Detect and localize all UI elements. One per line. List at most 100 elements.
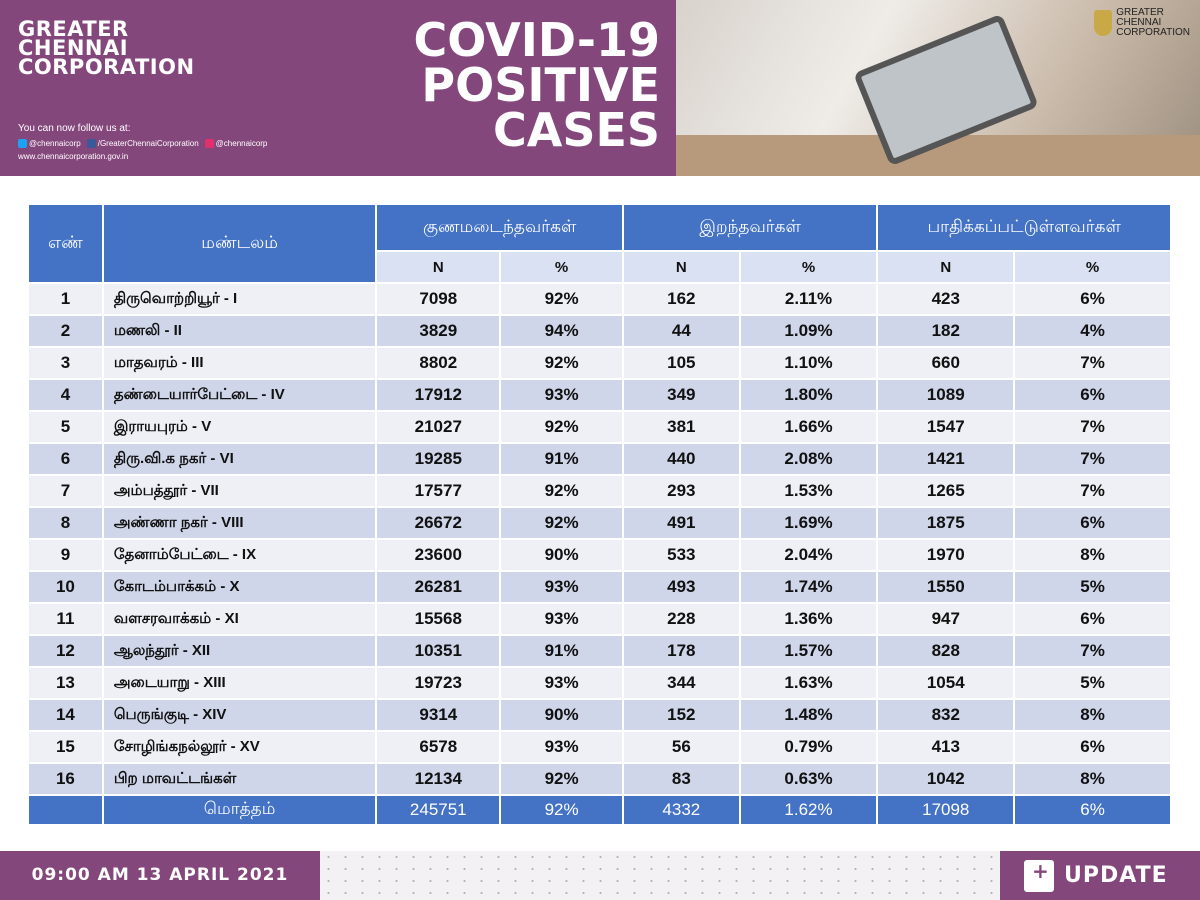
cell-active-n: 1547	[876, 410, 1016, 444]
cell-recovered-n: 9314	[375, 698, 502, 732]
cell-sno: 16	[27, 762, 104, 796]
cell-active-pct: 6%	[1013, 282, 1172, 316]
update-label: UPDATE	[1064, 863, 1168, 888]
cell-sno: 15	[27, 730, 104, 764]
cell-deaths-pct: 2.04%	[738, 538, 879, 572]
cell-deaths-pct: 1.36%	[738, 602, 879, 636]
cell-deaths-n: 105	[621, 346, 741, 380]
cell-active-n: 660	[876, 346, 1016, 380]
header-active: பாதிக்கப்பட்டுள்ளவர்கள்	[876, 203, 1172, 252]
total-recovered-pct: 92%	[499, 794, 624, 826]
cell-recovered-n: 15568	[375, 602, 502, 636]
cell-deaths-pct: 1.80%	[738, 378, 879, 412]
cell-sno: 9	[27, 538, 104, 572]
subheader-n: N	[375, 250, 502, 284]
table-row: 3 மாதவரம் - III 8802 92% 105 1.10% 660 7%	[27, 346, 1172, 380]
cell-recovered-pct: 93%	[499, 666, 624, 700]
cell-active-n: 828	[876, 634, 1016, 668]
total-zone: மொத்தம்	[101, 794, 378, 826]
subheader-pct: %	[1013, 250, 1172, 284]
cell-recovered-n: 7098	[375, 282, 502, 316]
cell-zone: அம்பத்தூர் - VII	[101, 474, 378, 508]
cell-active-n: 423	[876, 282, 1016, 316]
cell-deaths-pct: 1.53%	[738, 474, 879, 508]
table-row: 11 வளசரவாக்கம் - XI 15568 93% 228 1.36% 947 6%	[27, 602, 1172, 636]
cell-deaths-n: 83	[621, 762, 741, 796]
header-zone: மண்டலம்	[101, 203, 378, 284]
cell-recovered-pct: 92%	[499, 282, 624, 316]
page-title: COVID-19 POSITIVE CASES	[413, 13, 661, 157]
cell-zone: திரு.வி.க நகர் - VI	[101, 442, 378, 476]
cell-deaths-pct: 2.08%	[738, 442, 879, 476]
cell-active-pct: 4%	[1013, 314, 1172, 348]
cell-active-pct: 5%	[1013, 570, 1172, 604]
cell-recovered-pct: 92%	[499, 346, 624, 380]
cell-sno: 8	[27, 506, 104, 540]
table-row: 14 பெருங்குடி - XIV 9314 90% 152 1.48% 832 8%	[27, 698, 1172, 732]
cell-recovered-pct: 92%	[499, 410, 624, 444]
cell-active-n: 1875	[876, 506, 1016, 540]
cell-deaths-pct: 2.11%	[738, 282, 879, 316]
cell-active-n: 947	[876, 602, 1016, 636]
org-name: GREATER CHENNAI CORPORATION	[18, 19, 195, 78]
cell-active-n: 1089	[876, 378, 1016, 412]
cell-recovered-n: 17577	[375, 474, 502, 508]
cell-zone: இராயபுரம் - V	[101, 410, 378, 444]
cell-zone: தண்டையார்பேட்டை - IV	[101, 378, 378, 412]
website-link[interactable]: www.chennaicorporation.gov.in	[18, 152, 129, 161]
cell-recovered-pct: 91%	[499, 634, 624, 668]
follow-text: You can now follow us at:	[18, 123, 131, 134]
title-line: CASES	[492, 103, 660, 157]
table-row: 16 பிற மாவட்டங்கள் 12134 92% 83 0.63% 1042 8%	[27, 762, 1172, 796]
cell-active-pct: 6%	[1013, 730, 1172, 764]
cell-zone: வளசரவாக்கம் - XI	[101, 602, 378, 636]
cell-sno: 13	[27, 666, 104, 700]
facebook-link[interactable]: /GreaterChennaiCorporation	[86, 139, 199, 149]
cell-deaths-n: 349	[621, 378, 741, 412]
cell-recovered-n: 26672	[375, 506, 502, 540]
header-banner: GREATER CHENNAI CORPORATION You can now …	[0, 0, 676, 176]
cell-active-n: 1421	[876, 442, 1016, 476]
cell-sno: 11	[27, 602, 104, 636]
table-row: 10 கோடம்பாக்கம் - X 26281 93% 493 1.74% 1550 5%	[27, 570, 1172, 604]
cell-deaths-pct: 1.74%	[738, 570, 879, 604]
instagram-link[interactable]: @chennaicorp	[204, 139, 268, 149]
subheader-n: N	[876, 250, 1016, 284]
cell-active-pct: 6%	[1013, 506, 1172, 540]
footer-bar: 09:00 AM 13 APRIL 2021 UPDATE	[0, 847, 1200, 900]
cell-recovered-n: 19723	[375, 666, 502, 700]
cell-recovered-n: 21027	[375, 410, 502, 444]
cell-zone: அண்ணா நகர் - VIII	[101, 506, 378, 540]
cell-sno: 3	[27, 346, 104, 380]
cell-active-n: 1265	[876, 474, 1016, 508]
cell-deaths-n: 493	[621, 570, 741, 604]
logo-line: CHENNAI	[1116, 17, 1162, 28]
table-row: 9 தேனாம்பேட்டை - IX 23600 90% 533 2.04% 1970 8%	[27, 538, 1172, 572]
twitter-link[interactable]: @chennaicorp	[18, 139, 81, 149]
title-line: COVID-19	[413, 13, 661, 67]
cell-sno: 14	[27, 698, 104, 732]
cell-deaths-n: 162	[621, 282, 741, 316]
instagram-icon	[204, 139, 214, 149]
cell-deaths-pct: 1.09%	[738, 314, 879, 348]
seal-icon	[1094, 10, 1113, 36]
cell-sno: 5	[27, 410, 104, 444]
total-deaths-pct: 1.62%	[738, 794, 879, 826]
cell-zone: தேனாம்பேட்டை - IX	[101, 538, 378, 572]
table-row: 13 அடையாறு - XIII 19723 93% 344 1.63% 1054 5%	[27, 666, 1172, 700]
table-row: 12 ஆலந்தூர் - XII 10351 91% 178 1.57% 828 7%	[27, 634, 1172, 668]
cell-zone: சோழிங்கநல்லூர் - XV	[101, 730, 378, 764]
total-recovered-n: 245751	[375, 794, 502, 826]
table-row: 4 தண்டையார்பேட்டை - IV 17912 93% 349 1.80% 108…	[27, 378, 1172, 412]
cell-zone: பிற மாவட்டங்கள்	[101, 762, 378, 796]
header-photo: GREATER CHENNAI CORPORATION	[676, 0, 1200, 176]
cell-active-n: 1550	[876, 570, 1016, 604]
table-row: 8 அண்ணா நகர் - VIII 26672 92% 491 1.69% 1875 6%	[27, 506, 1172, 540]
cell-recovered-n: 17912	[375, 378, 502, 412]
cell-recovered-n: 10351	[375, 634, 502, 668]
cell-recovered-n: 26281	[375, 570, 502, 604]
table-row: 6 திரு.வி.க நகர் - VI 19285 91% 440 2.08% 1421…	[27, 442, 1172, 476]
instagram-handle: @chennaicorp	[215, 139, 268, 148]
medical-plus-icon	[1024, 847, 1054, 896]
cell-active-pct: 8%	[1013, 538, 1172, 572]
